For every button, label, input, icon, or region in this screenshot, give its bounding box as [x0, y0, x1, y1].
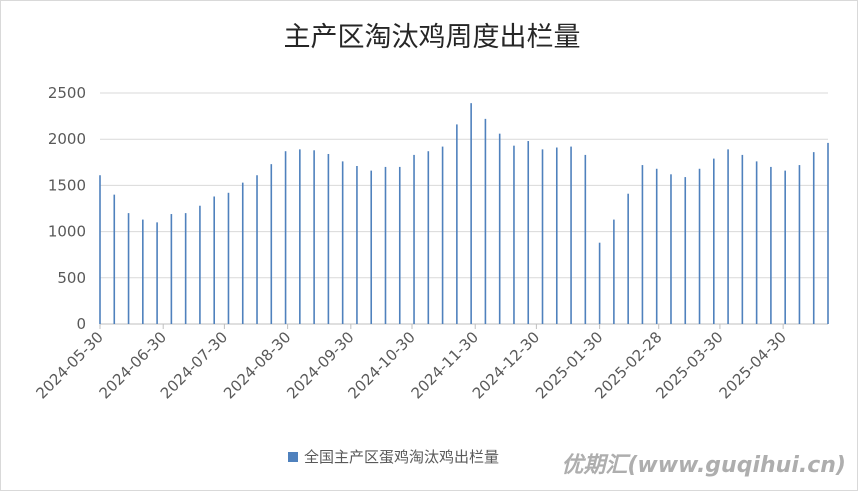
bar	[655, 168, 658, 324]
bar	[555, 147, 558, 324]
bar	[227, 192, 230, 324]
bar	[456, 124, 458, 324]
bar	[199, 205, 201, 324]
bar	[313, 150, 315, 324]
bar	[341, 161, 344, 324]
bar	[741, 154, 744, 324]
y-tick-label: 0	[76, 315, 86, 333]
bar	[541, 149, 544, 324]
bar	[684, 177, 687, 324]
bar	[598, 242, 601, 324]
watermark: 优期汇(www.guqihui.cn)	[561, 453, 846, 478]
bar	[142, 219, 144, 324]
bar	[398, 166, 401, 324]
bar	[413, 154, 415, 324]
bar	[427, 151, 430, 324]
bar	[641, 165, 644, 324]
bar	[827, 142, 829, 324]
bar	[570, 146, 572, 324]
bar	[241, 182, 244, 324]
bar	[299, 149, 301, 324]
bar	[527, 141, 530, 324]
y-tick-label: 2500	[48, 84, 86, 102]
bar	[327, 153, 330, 324]
bar	[370, 170, 373, 324]
y-tick-label: 2000	[48, 130, 86, 148]
bar	[213, 196, 215, 324]
bar	[513, 145, 515, 324]
bar	[713, 158, 715, 324]
bar	[727, 149, 729, 324]
bar	[384, 166, 387, 324]
bar	[356, 165, 358, 324]
bar	[584, 154, 587, 324]
bar	[441, 146, 444, 324]
legend-label: 全国主产区蛋鸡淘汰鸡出栏量	[304, 448, 499, 466]
bar	[470, 103, 472, 324]
bar	[812, 152, 815, 324]
bar	[113, 194, 116, 324]
bar	[127, 213, 130, 324]
bar	[99, 175, 101, 324]
bar	[170, 214, 173, 324]
bar	[784, 170, 786, 324]
y-tick-label: 1500	[48, 176, 86, 194]
y-tick-label: 1000	[48, 223, 86, 241]
legend-swatch	[288, 452, 298, 462]
bar	[156, 222, 158, 324]
bar	[498, 133, 501, 324]
bar	[270, 164, 273, 324]
chart-title: 主产区淘汰鸡周度出栏量	[284, 22, 581, 53]
bar	[627, 193, 629, 324]
bar	[670, 174, 672, 324]
bar	[284, 151, 287, 324]
bar	[184, 213, 187, 324]
bar	[770, 166, 772, 324]
bar	[698, 168, 701, 324]
bar	[613, 219, 615, 324]
bar	[256, 175, 258, 324]
y-tick-label: 500	[57, 269, 86, 287]
bar	[755, 161, 758, 324]
bar	[798, 165, 801, 324]
bar	[484, 118, 487, 324]
